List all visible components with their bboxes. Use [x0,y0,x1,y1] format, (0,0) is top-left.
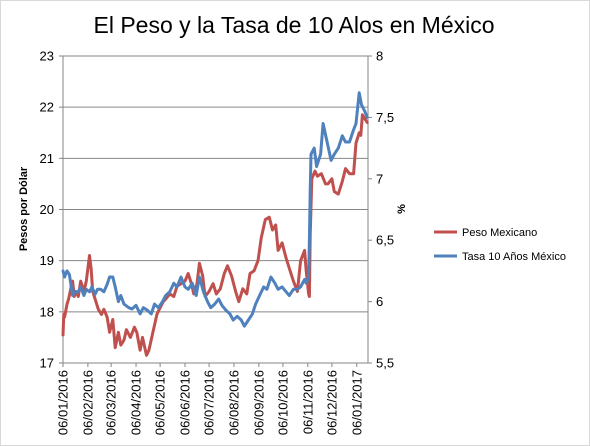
y2-tick-label: 6 [376,294,383,309]
y-tick-label: 23 [40,49,54,64]
series-line [61,113,369,357]
x-tick-label: 06/05/2016 [153,370,168,435]
x-tick-label: 06/02/2016 [80,370,95,435]
x-tick-label: 06/06/2016 [178,370,193,435]
y2-axis-label: % [396,204,408,214]
y2-tick-label: 6,5 [376,233,394,248]
y2-tick-label: 7 [376,171,383,186]
x-tick-label: 06/09/2016 [251,370,266,435]
y-axis-label: Pesos por Dólar [18,166,30,251]
left-axis-ticks: 17 18 19 20 21 22 23 [40,49,63,371]
y-tick-label: 20 [40,202,54,217]
x-tick-label: 06/01/2017 [349,370,364,435]
y2-tick-label: 5,5 [376,356,394,371]
x-tick-label: 06/12/2016 [324,370,339,435]
y2-tick-label: 7,5 [376,110,394,125]
x-tick-label: 06/01/2016 [56,370,71,435]
series-lines [61,91,369,357]
x-axis-ticks: 06/01/2016 06/02/2016 06/03/2016 06/04/2016… [56,363,364,435]
y-tick-label: 21 [40,151,54,166]
series-line [61,91,369,328]
right-axis-ticks: 5,5 6 6,5 7 7,5 8 [368,49,394,371]
y-tick-label: 18 [40,304,54,319]
chart-title: El Peso y la Tasa de 10 Alos en México [93,12,495,38]
gridlines [63,106,368,313]
x-tick-label: 06/10/2016 [275,370,290,435]
y-tick-label: 19 [40,253,54,268]
legend-label: Tasa 10 Años México [462,251,566,263]
y-tick-label: 22 [40,100,54,115]
y2-tick-label: 8 [376,49,383,64]
y-tick-label: 17 [40,356,54,371]
x-tick-label: 06/08/2016 [226,370,241,435]
x-tick-label: 06/04/2016 [129,370,144,435]
x-tick-label: 06/07/2016 [202,370,217,435]
legend: Peso Mexicano Tasa 10 Años México [434,227,566,263]
x-tick-label: 06/11/2016 [300,370,315,434]
legend-label: Peso Mexicano [462,227,537,239]
x-tick-label: 06/03/2016 [104,370,119,435]
